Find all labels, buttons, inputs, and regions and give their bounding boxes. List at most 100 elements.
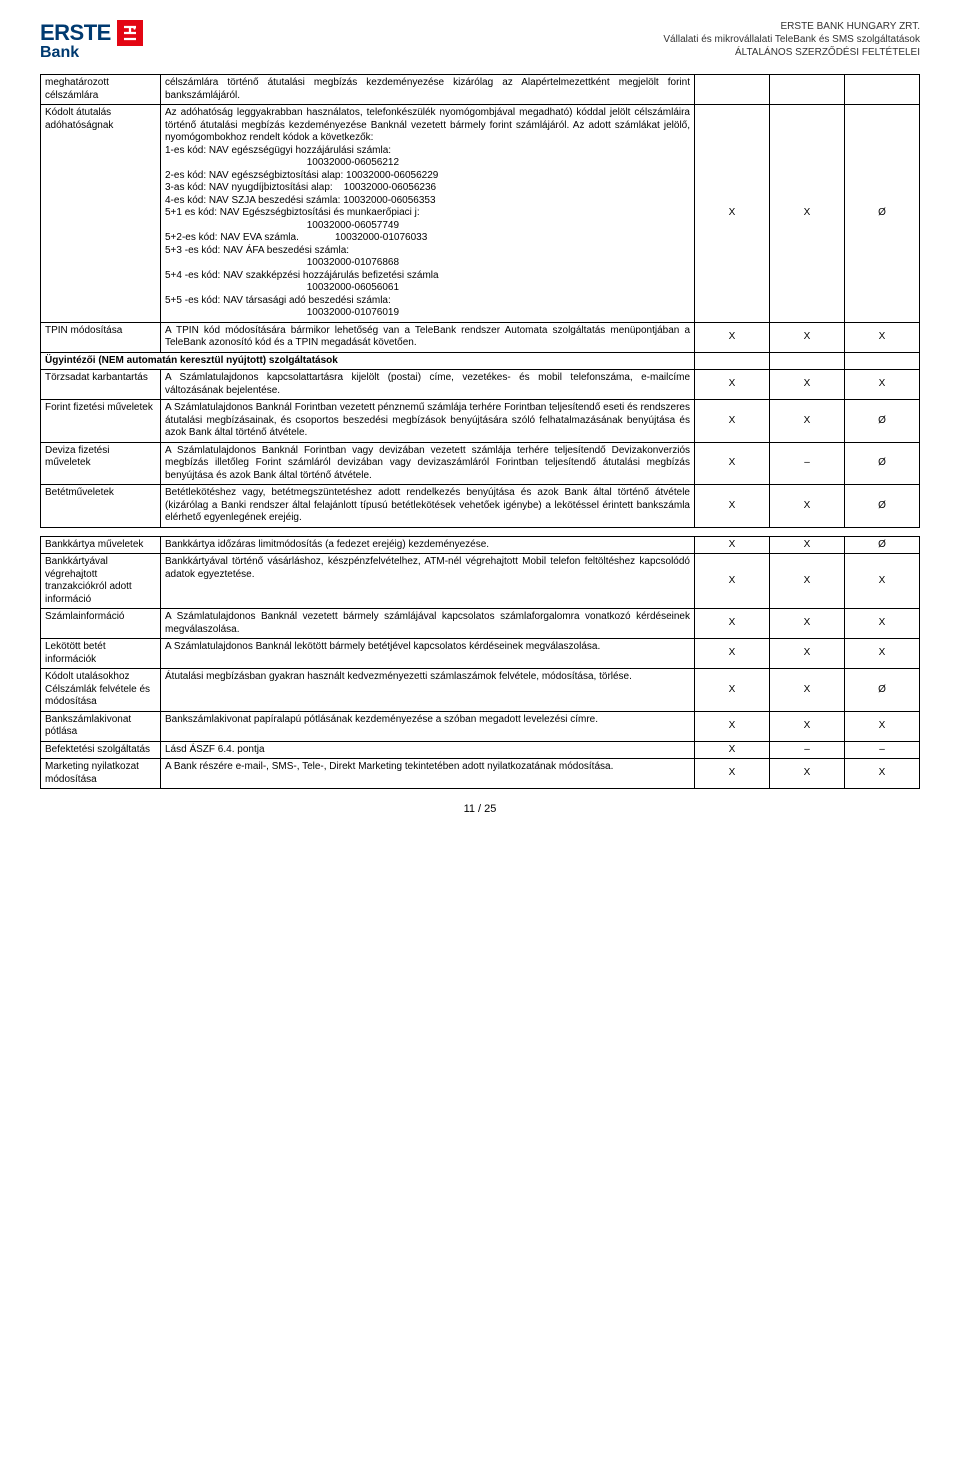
row-col-a: X [695, 442, 770, 485]
row-col-b: X [770, 322, 845, 352]
row-col-a: X [695, 609, 770, 639]
row-col-b: – [770, 741, 845, 759]
table-row: Bankkártya műveletekBankkártya időzáras … [41, 536, 920, 554]
table-row: Forint fizetési műveletekA Számlatulajdo… [41, 400, 920, 443]
row-name: Kódolt utalásokhoz Célszámlák felvétele … [41, 669, 161, 712]
row-col-b: X [770, 609, 845, 639]
row-col-c [845, 75, 920, 105]
row-desc: célszámlára történő átutalási megbízás k… [161, 75, 695, 105]
page-header: ERSTE Bank ERSTE BANK HUNGARY ZRT. Válla… [40, 20, 920, 62]
header-right-block: ERSTE BANK HUNGARY ZRT. Vállalati és mik… [663, 20, 920, 59]
table-row: Bankkártyával végrehajtott tranzakciókró… [41, 554, 920, 609]
row-col-b: X [770, 536, 845, 554]
row-col-a: X [695, 105, 770, 323]
row-desc: Bankkártya időzáras limitmódosítás (a fe… [161, 536, 695, 554]
row-name: TPIN módosítása [41, 322, 161, 352]
logo-text-bank: Bank [40, 44, 79, 62]
row-col-b: X [770, 759, 845, 789]
page-number: 11 / 25 [40, 803, 920, 815]
row-desc: Bankkártyával történő vásárláshoz, készp… [161, 554, 695, 609]
row-col-c: X [845, 554, 920, 609]
row-name: Számlainformáció [41, 609, 161, 639]
table-row: Kódolt átutalás adóhatóságnakAz adóhatós… [41, 105, 920, 323]
table-row: Marketing nyilatkozat módosításaA Bank r… [41, 759, 920, 789]
row-col-b: X [770, 400, 845, 443]
row-col-c: X [845, 370, 920, 400]
row-col-b: X [770, 711, 845, 741]
row-col-a: X [695, 669, 770, 712]
row-name: Bankkártya műveletek [41, 536, 161, 554]
row-name: Befektetési szolgáltatás [41, 741, 161, 759]
row-col-c: X [845, 759, 920, 789]
row-col-b: X [770, 485, 845, 528]
row-col-c: Ø [845, 669, 920, 712]
row-desc: Bankszámlakivonat papíralapú pótlásának … [161, 711, 695, 741]
row-name: Forint fizetési műveletek [41, 400, 161, 443]
table-row: Bankszámlakivonat pótlásaBankszámlakivon… [41, 711, 920, 741]
row-desc: A Számlatulajdonos kapcsolattartásra kij… [161, 370, 695, 400]
section-header-text: Ügyintézői (NEM automatán keresztül nyúj… [41, 352, 695, 370]
row-col-c: X [845, 639, 920, 669]
row-col-c: X [845, 711, 920, 741]
row-col-b: X [770, 639, 845, 669]
erste-logo: ERSTE Bank [40, 20, 143, 62]
row-name: Marketing nyilatkozat módosítása [41, 759, 161, 789]
row-col-a: X [695, 322, 770, 352]
table-row: Törzsadat karbantartásA Számlatulajdonos… [41, 370, 920, 400]
section-header-row: Ügyintézői (NEM automatán keresztül nyúj… [41, 352, 920, 370]
row-col-b [770, 75, 845, 105]
row-col-a: X [695, 370, 770, 400]
row-col-c: Ø [845, 485, 920, 528]
row-col-a: X [695, 759, 770, 789]
row-col-c: Ø [845, 105, 920, 323]
table-row: SzámlainformációA Számlatulajdonos Bankn… [41, 609, 920, 639]
services-table-1: meghatározott célszámláracélszámlára tör… [40, 74, 920, 528]
table-row: Lekötött betét információkA Számlatulajd… [41, 639, 920, 669]
row-desc: A Bank részére e-mail-, SMS-, Tele-, Dir… [161, 759, 695, 789]
row-name: Kódolt átutalás adóhatóságnak [41, 105, 161, 323]
row-col-a: X [695, 554, 770, 609]
header-line-1: ERSTE BANK HUNGARY ZRT. [663, 20, 920, 33]
row-col-a: X [695, 711, 770, 741]
row-col-a: X [695, 536, 770, 554]
row-col-b: X [770, 105, 845, 323]
row-desc: A Számlatulajdonos Banknál Forintban vez… [161, 400, 695, 443]
row-col-b: X [770, 554, 845, 609]
row-desc: Átutalási megbízásban gyakran használt k… [161, 669, 695, 712]
row-col-a: X [695, 400, 770, 443]
row-desc: Az adóhatóság leggyakrabban használatos,… [161, 105, 695, 323]
table-row: TPIN módosításaA TPIN kód módosítására b… [41, 322, 920, 352]
row-col-c: Ø [845, 536, 920, 554]
table-row: meghatározott célszámláracélszámlára tör… [41, 75, 920, 105]
table-row: BetétműveletekBetétlekötéshez vagy, beté… [41, 485, 920, 528]
table-row: Kódolt utalásokhoz Célszámlák felvétele … [41, 669, 920, 712]
row-col-c: X [845, 609, 920, 639]
row-col-a: X [695, 485, 770, 528]
row-col-a: X [695, 741, 770, 759]
row-desc: A TPIN kód módosítására bármikor lehetős… [161, 322, 695, 352]
row-col-a [695, 75, 770, 105]
table-row: Befektetési szolgáltatásLásd ÁSZF 6.4. p… [41, 741, 920, 759]
row-col-c: Ø [845, 442, 920, 485]
row-col-b: X [770, 669, 845, 712]
row-desc: A Számlatulajdonos Banknál vezetett bárm… [161, 609, 695, 639]
row-name: Betétműveletek [41, 485, 161, 528]
row-col-b: X [770, 370, 845, 400]
row-name: Törzsadat karbantartás [41, 370, 161, 400]
row-name: Deviza fizetési műveletek [41, 442, 161, 485]
logo-text-erste: ERSTE [40, 20, 111, 46]
row-col-a: X [695, 639, 770, 669]
services-table-2: Bankkártya műveletekBankkártya időzáras … [40, 536, 920, 790]
row-name: meghatározott célszámlára [41, 75, 161, 105]
table-row: Deviza fizetési műveletekA Számlatulajdo… [41, 442, 920, 485]
row-desc: Lásd ÁSZF 6.4. pontja [161, 741, 695, 759]
row-col-b: – [770, 442, 845, 485]
header-line-3: ÁLTALÁNOS SZERZŐDÉSI FELTÉTELEI [663, 46, 920, 59]
header-line-2: Vállalati és mikrovállalati TeleBank és … [663, 33, 920, 46]
row-desc: A Számlatulajdonos Banknál lekötött bárm… [161, 639, 695, 669]
row-desc: Betétlekötéshez vagy, betétmegszüntetésh… [161, 485, 695, 528]
row-col-c: – [845, 741, 920, 759]
row-name: Lekötött betét információk [41, 639, 161, 669]
row-desc: A Számlatulajdonos Banknál Forintban vag… [161, 442, 695, 485]
row-col-c: X [845, 322, 920, 352]
